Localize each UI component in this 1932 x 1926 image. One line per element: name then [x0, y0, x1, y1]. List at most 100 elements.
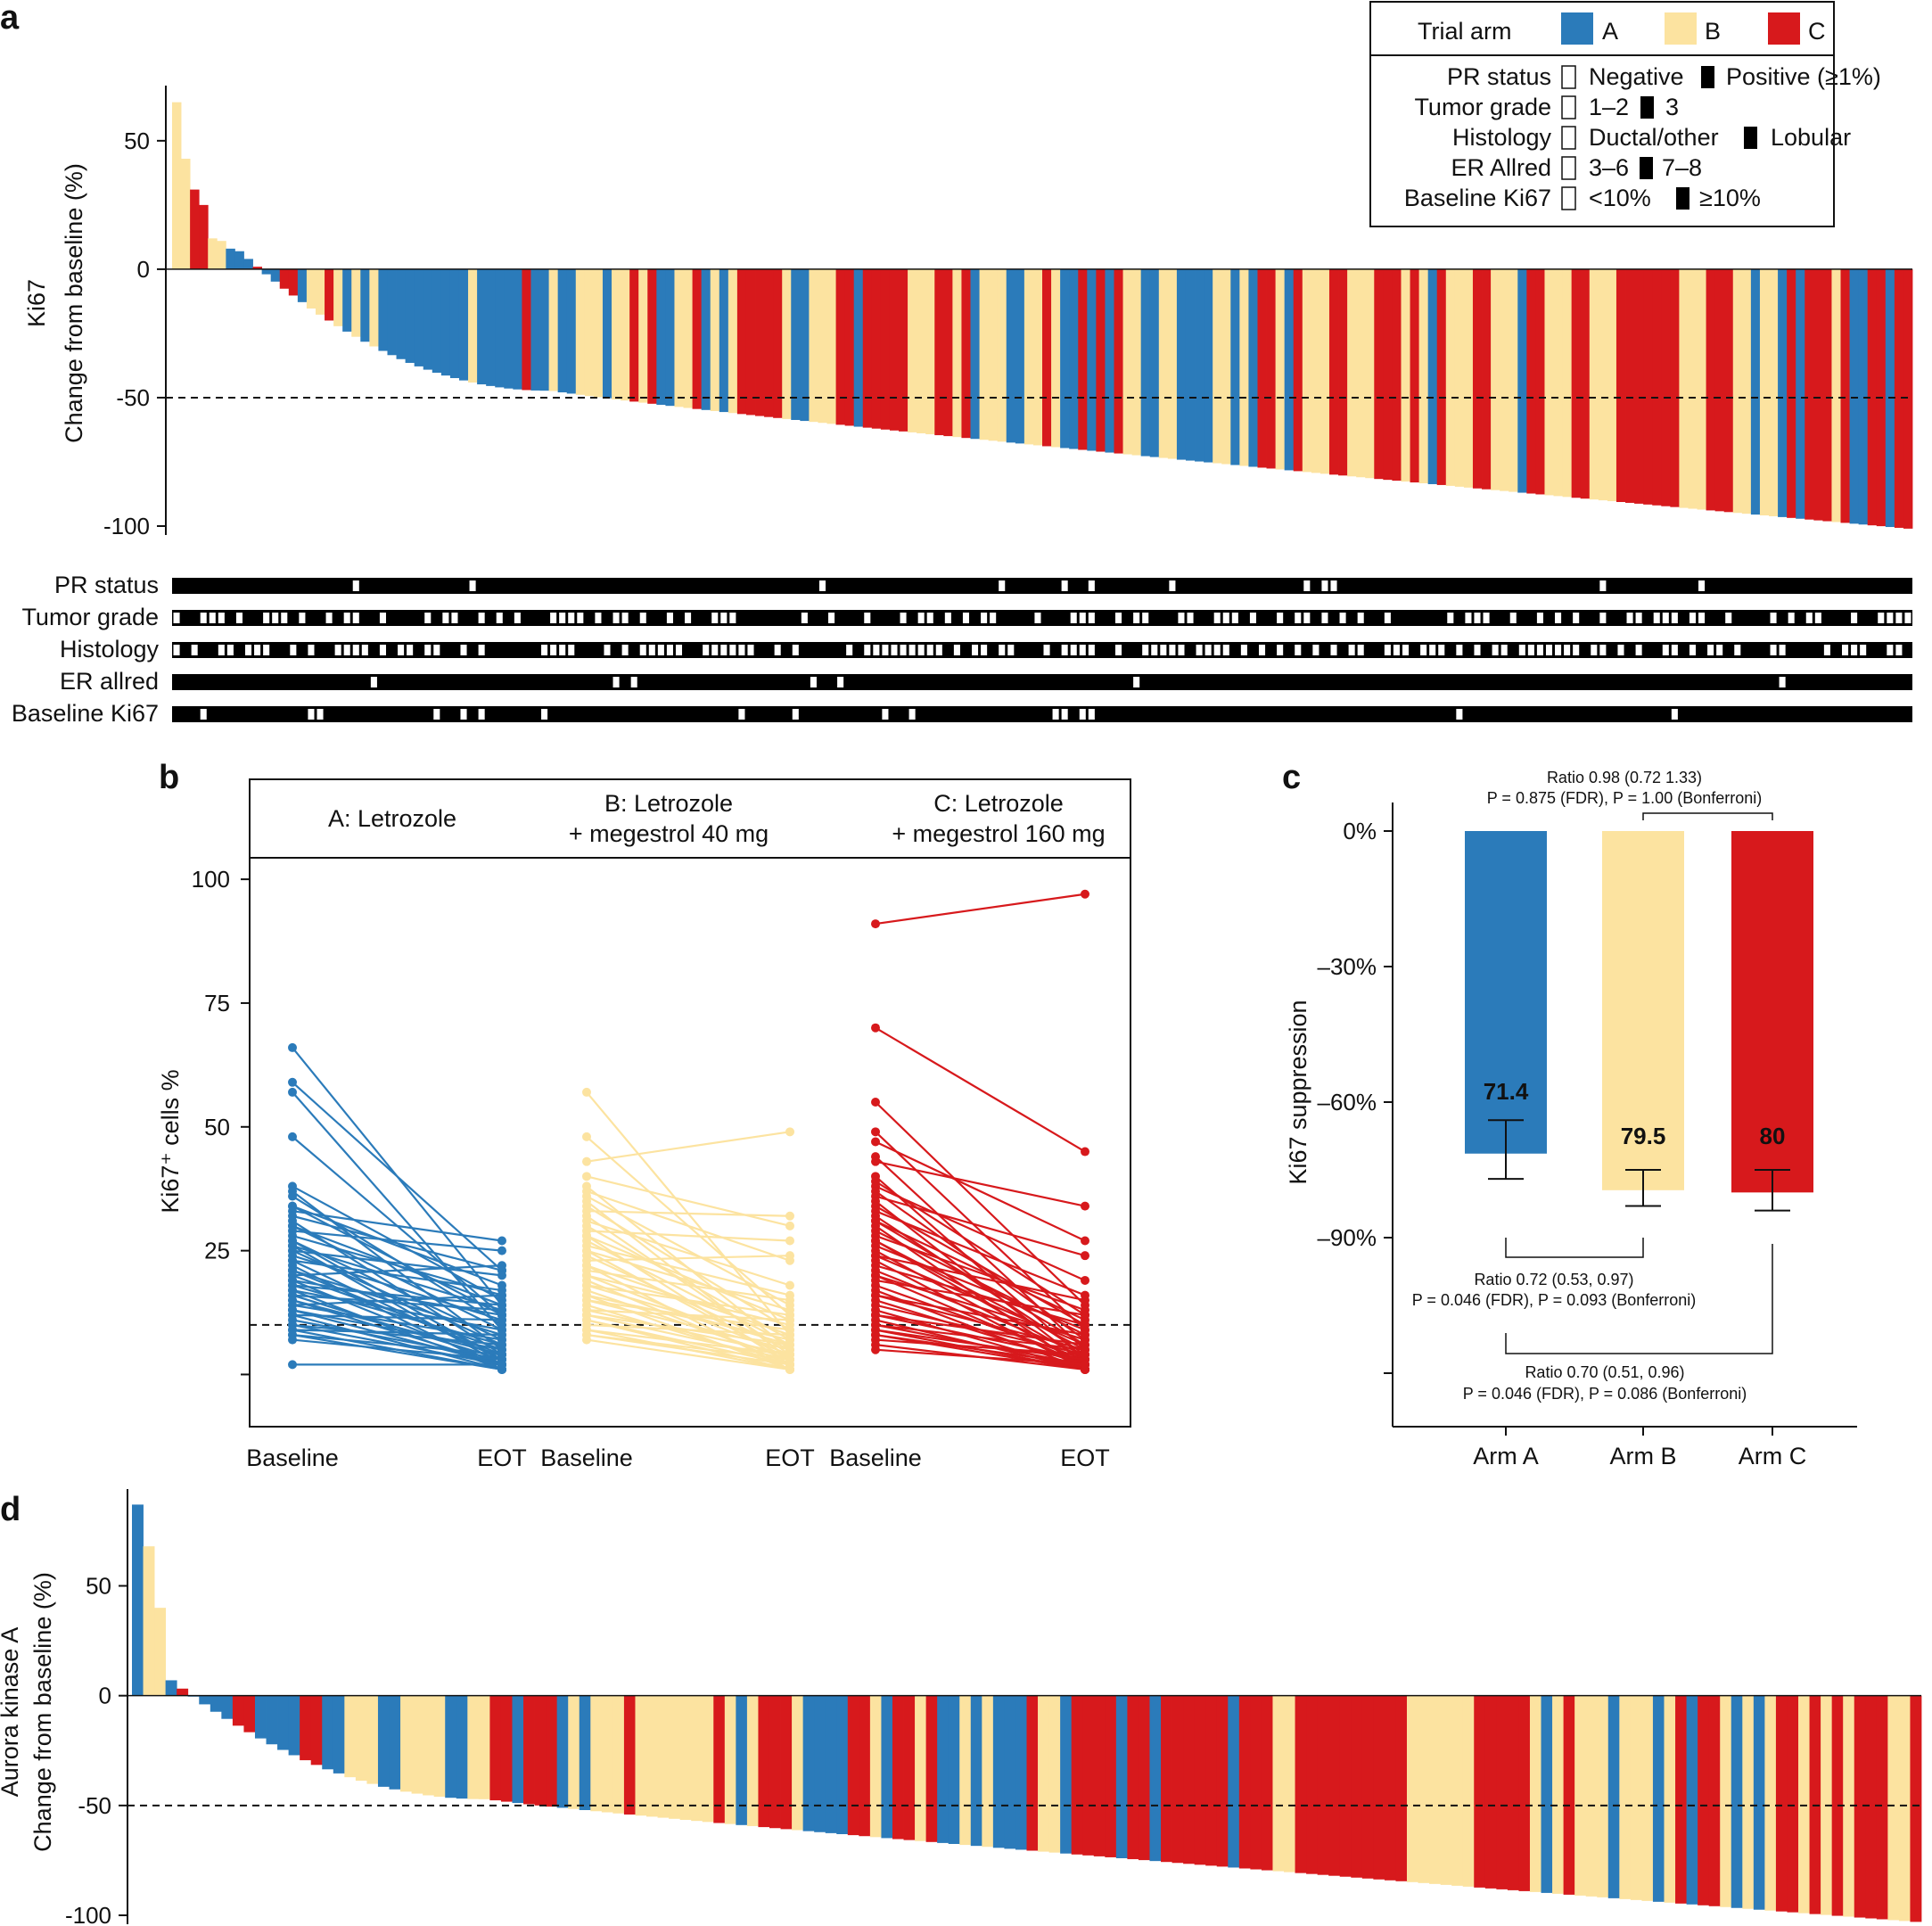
bar-arm-c: [1822, 268, 1832, 522]
bar-arm-b: [1679, 268, 1689, 508]
baseline-point: [288, 1077, 297, 1087]
eot-point: [497, 1290, 506, 1300]
legend-pos-swatch: [1640, 96, 1654, 119]
bar-arm-b: [1418, 1695, 1430, 1883]
legend-swatch-b: [1665, 12, 1697, 45]
track-cell-negative: [433, 645, 440, 655]
bar-arm-a: [266, 1695, 278, 1745]
track-cell-negative: [281, 613, 288, 623]
bar-arm-c: [1867, 268, 1878, 526]
bar-arm-a: [288, 1695, 300, 1756]
eot-point: [497, 1305, 506, 1315]
bar-arm-b: [915, 1695, 927, 1841]
track-cell-negative: [469, 580, 476, 591]
bar-arm-c: [899, 268, 908, 432]
bar-arm-b: [1641, 1695, 1654, 1901]
track-cell-negative: [882, 645, 889, 655]
track-label: Tumor grade: [21, 604, 159, 630]
baseline-point: [288, 1191, 297, 1201]
bar-arm-c: [859, 1695, 871, 1837]
bar-arm-c: [1328, 1695, 1341, 1876]
y-tick-label: 50: [86, 1573, 111, 1600]
bar-arm-a: [1607, 1695, 1620, 1898]
bar-arm-c: [1634, 268, 1644, 504]
baseline-point: [582, 1087, 591, 1097]
bar-arm-b: [584, 268, 595, 397]
bar-arm-c: [961, 268, 971, 439]
track-cell-negative: [478, 613, 485, 623]
bar-arm-b: [1759, 268, 1770, 516]
legend-row-label: Tumor grade: [1414, 94, 1551, 120]
bar-arm-b: [1418, 268, 1429, 484]
y-tick-label: 100: [192, 866, 230, 893]
track-cell-negative: [801, 613, 808, 623]
bar-arm-b: [601, 1695, 613, 1813]
paired-line-arm-a: [292, 1214, 503, 1272]
track-cell-negative: [370, 677, 377, 687]
eot-point: [785, 1280, 794, 1290]
track-cell-negative: [1160, 645, 1167, 655]
bar-arm-c: [1894, 268, 1904, 528]
paired-line-arm-c: [875, 1279, 1086, 1316]
track-cell-negative: [352, 645, 359, 655]
bar-arm-c: [1865, 1695, 1878, 1919]
paired-line-arm-a: [292, 1329, 503, 1337]
paired-line-arm-c: [875, 1313, 1086, 1346]
bar-arm-a: [556, 1695, 569, 1808]
track-cell-negative: [972, 645, 979, 655]
bar-arm-b: [1619, 1695, 1632, 1899]
paired-line-arm-a: [292, 1264, 503, 1277]
track-cell-negative: [1500, 645, 1508, 655]
bar-arm-a: [414, 268, 424, 366]
bar-arm-b: [1406, 1695, 1418, 1882]
bar-arm-a: [1686, 1695, 1698, 1905]
track-cell-negative: [703, 645, 710, 655]
bar-arm-c: [1295, 1695, 1307, 1873]
paired-line-arm-c: [875, 1195, 1086, 1257]
track-cell-negative: [343, 613, 350, 623]
bar-arm-a: [1004, 1695, 1016, 1849]
track-cell-negative: [308, 645, 315, 655]
bar-arm-c: [647, 268, 657, 404]
track-cell-negative: [792, 709, 799, 720]
track-cell-negative: [1689, 645, 1697, 655]
track-cell-negative: [1474, 645, 1481, 655]
bar-arm-c: [1172, 1695, 1184, 1864]
track-cell-negative: [263, 613, 270, 623]
bar-arm-b: [433, 1695, 446, 1798]
legend-pos-text: 7–8: [1662, 154, 1702, 181]
bar-arm-a: [656, 268, 666, 405]
bar-arm-b: [181, 159, 191, 269]
track-cell-negative: [1779, 645, 1786, 655]
bar-arm-c: [847, 1695, 859, 1836]
bar-arm-a: [360, 268, 370, 342]
bar-arm-b: [1213, 268, 1222, 464]
track-cell-negative: [981, 613, 988, 623]
track-cell-negative: [612, 677, 620, 687]
paired-line-arm-b: [586, 1333, 791, 1366]
bar-arm-b: [782, 268, 792, 419]
bar-arm-a: [948, 1695, 960, 1844]
bar-arm-b: [1697, 268, 1706, 510]
bar-arm-a: [800, 268, 810, 422]
bar-arm-a: [557, 268, 568, 393]
eot-point: [1081, 1360, 1089, 1370]
track-cell-negative: [550, 613, 557, 623]
track-cell-negative: [1312, 645, 1320, 655]
x-label-baseline-c: Baseline: [829, 1444, 922, 1471]
track-cell-negative: [460, 709, 467, 720]
track-cell-negative: [926, 645, 933, 655]
bar-arm-a: [1753, 1695, 1765, 1910]
track-cell-negative: [1169, 580, 1176, 591]
track-cell-negative: [1088, 709, 1095, 720]
bar-arm-b: [646, 1695, 658, 1817]
bar-arm-a: [1105, 268, 1114, 453]
bar-arm-b: [217, 241, 226, 269]
bar-arm-c: [1661, 268, 1671, 506]
bar-arm-c: [1698, 1695, 1710, 1905]
track-cell-negative: [1555, 613, 1562, 623]
paired-line-arm-c: [875, 1323, 1086, 1351]
eot-point: [497, 1236, 506, 1246]
bar-arm-b: [710, 268, 720, 411]
data-label: 80: [1760, 1123, 1786, 1149]
